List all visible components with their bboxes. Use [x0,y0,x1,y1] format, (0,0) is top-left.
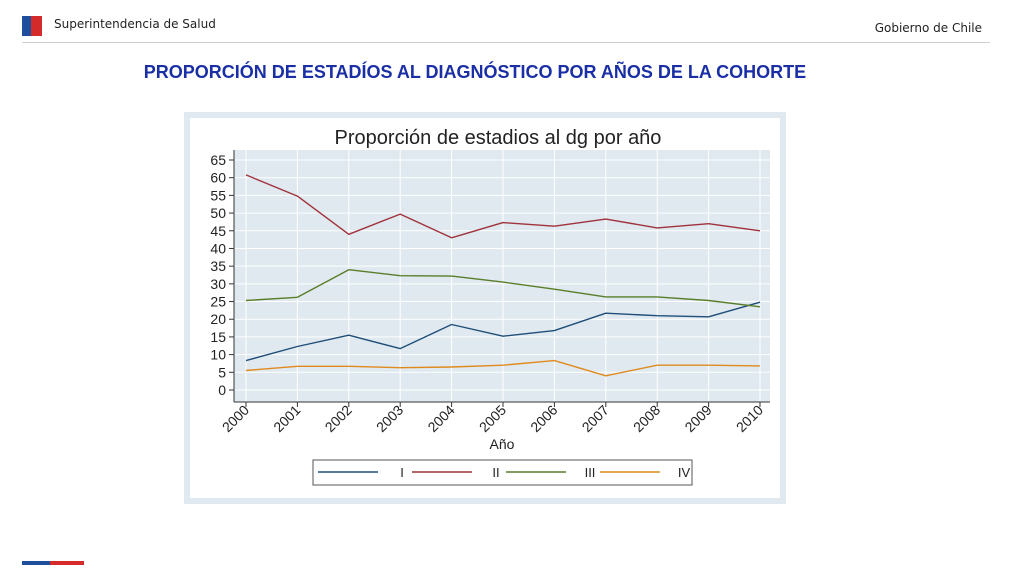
legend-label-iii: III [585,465,596,480]
y-tick-label: 25 [210,294,226,310]
government-name: Gobierno de Chile [874,21,982,35]
footer-flag-bar [22,561,84,565]
slide-title: PROPORCIÓN DE ESTADÍOS AL DIAGNÓSTICO PO… [143,62,807,82]
series-line-i [245,301,761,362]
header-divider [22,42,990,43]
y-tick-label: 65 [210,152,226,168]
y-tick-label: 60 [210,170,226,186]
y-tick-label: 35 [210,258,226,274]
chile-flag-logo [22,16,42,36]
footer-blue-segment [22,561,50,565]
legend-label-iv: IV [678,465,691,480]
legend-label-ii: II [492,465,499,480]
series-line-ii [245,174,761,239]
chart-title: Proporción de estadios al dg por año [335,127,662,149]
plot-area [234,150,770,402]
flag-blue-stripe [22,16,31,36]
footer-red-segment [50,561,84,565]
series-lines [245,174,761,377]
y-tick-label: 15 [210,329,226,345]
org-name: Superintendencia de Salud [54,17,216,31]
legend-label-i: I [400,465,404,480]
y-tick-label: 55 [210,187,226,203]
y-tick-label: 50 [210,205,226,221]
x-axis-label: Año [490,436,515,452]
line-chart: Proporción de estadios al dg por año 051… [184,112,786,504]
series-line-iv [245,359,761,377]
y-tick-label: 10 [210,347,226,363]
y-tick-label: 30 [210,276,226,292]
y-tick-label: 20 [210,311,226,327]
flag-red-stripe [31,16,42,36]
y-tick-label: 0 [218,382,226,398]
y-tick-label: 5 [218,364,226,380]
legend: I II III IV [318,465,690,480]
series-line-iii [245,268,761,308]
y-tick-label: 40 [210,240,226,256]
y-tick-label: 45 [210,223,226,239]
